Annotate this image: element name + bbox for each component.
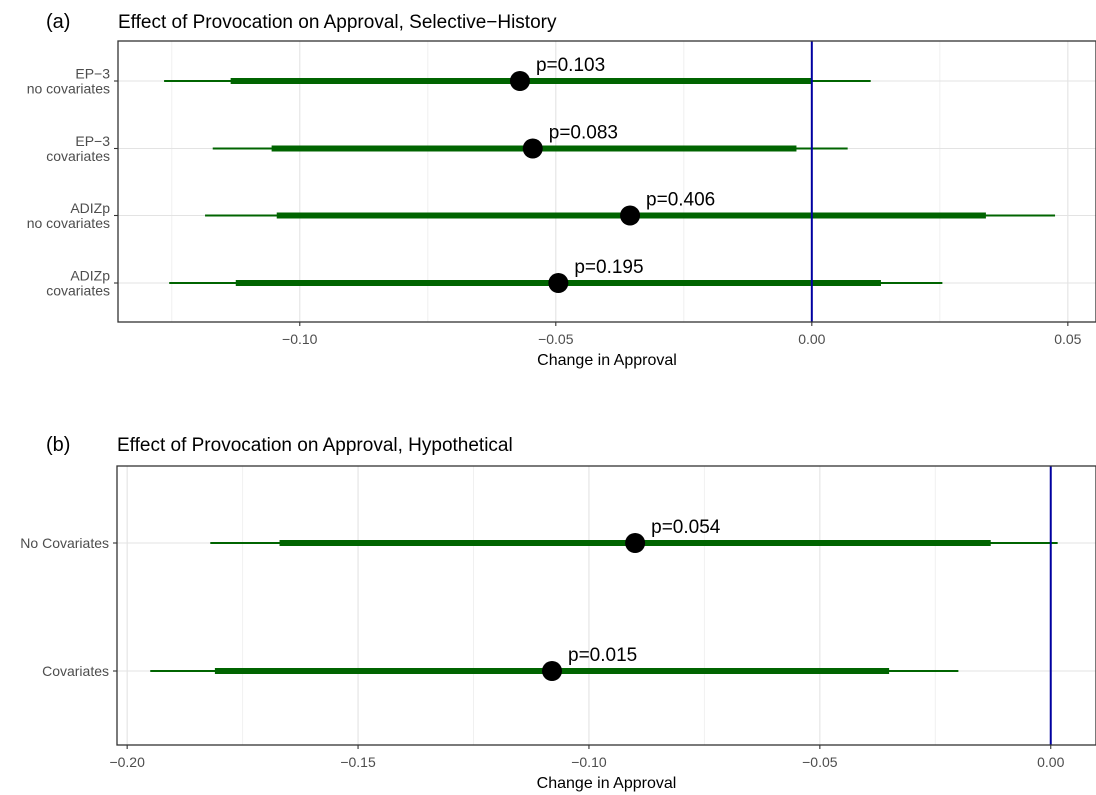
x-tick-label: 0.05 (1054, 331, 1081, 347)
x-axis-title: Change in Approval (537, 352, 677, 369)
chart-title: Effect of Provocation on Approval, Selec… (118, 12, 557, 33)
point-estimate (509, 71, 530, 91)
category-label: covariates (46, 283, 110, 299)
p-value-label: p=0.195 (574, 257, 643, 278)
p-value-label: p=0.015 (568, 645, 637, 666)
point-estimate (548, 273, 569, 293)
x-tick-label: −0.05 (802, 754, 838, 770)
point-estimate (620, 205, 641, 226)
category-label: no covariates (27, 81, 110, 97)
x-tick-label: −0.05 (538, 331, 574, 347)
category-label: ADIZp (70, 268, 110, 284)
category-label: No Covariates (20, 535, 109, 551)
category-label: EP−3 (75, 133, 110, 149)
category-label: no covariates (27, 215, 110, 231)
x-tick-label: 0.00 (1037, 754, 1064, 770)
p-value-label: p=0.406 (646, 190, 715, 211)
p-value-label: p=0.083 (549, 123, 618, 144)
chart-title: Effect of Provocation on Approval, Hypot… (117, 435, 513, 456)
point-estimate (522, 138, 543, 159)
category-label: Covariates (42, 663, 109, 679)
x-tick-label: −0.20 (109, 754, 145, 770)
category-label: EP−3 (75, 66, 110, 82)
panel-label: (a) (46, 11, 70, 33)
p-value-label: p=0.103 (536, 55, 605, 76)
x-tick-label: 0.00 (798, 331, 825, 347)
panel-label: (b) (46, 434, 70, 456)
category-label: ADIZp (70, 200, 110, 216)
x-tick-label: −0.10 (282, 331, 318, 347)
point-estimate (542, 661, 563, 681)
point-estimate (625, 533, 646, 553)
p-value-label: p=0.054 (651, 517, 721, 538)
x-tick-label: −0.15 (340, 754, 376, 770)
category-label: covariates (46, 148, 110, 164)
plot-background (117, 466, 1096, 745)
x-axis-title: Change in Approval (537, 775, 677, 792)
plot-border (116, 465, 1096, 746)
plot-background (118, 41, 1096, 322)
plot-border (117, 40, 1096, 323)
x-tick-label: −0.10 (571, 754, 607, 770)
